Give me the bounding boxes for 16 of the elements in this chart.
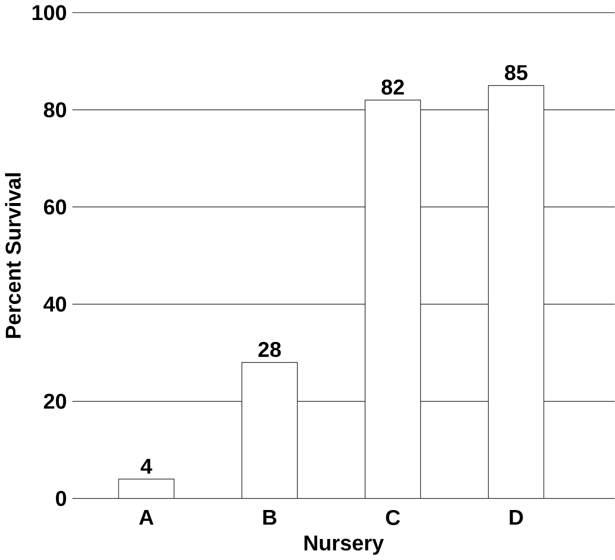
y-tick-label: 100 xyxy=(32,5,66,20)
data-label: 4 xyxy=(140,459,152,474)
y-tick-label: 40 xyxy=(44,296,66,312)
x-tick-label: B xyxy=(263,510,276,525)
y-tick-label: 80 xyxy=(44,102,66,118)
y-tick-label: 20 xyxy=(44,394,66,409)
x-tick-label: C xyxy=(386,510,400,526)
y-tick-label: 0 xyxy=(56,490,66,506)
x-tick-label: A xyxy=(139,510,154,525)
data-label: 82 xyxy=(382,80,404,95)
y-axis-title: Percent Survival xyxy=(5,173,21,338)
y-tick-label: 60 xyxy=(44,199,66,215)
data-label: 85 xyxy=(504,65,528,80)
x-tick-label: D xyxy=(510,510,523,525)
data-label: 28 xyxy=(258,342,281,358)
x-axis-title: Nursery xyxy=(304,536,384,555)
